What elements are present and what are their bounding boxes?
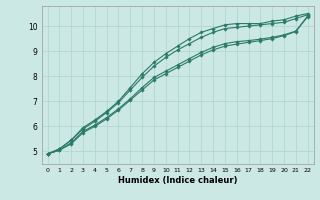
X-axis label: Humidex (Indice chaleur): Humidex (Indice chaleur) bbox=[118, 176, 237, 185]
